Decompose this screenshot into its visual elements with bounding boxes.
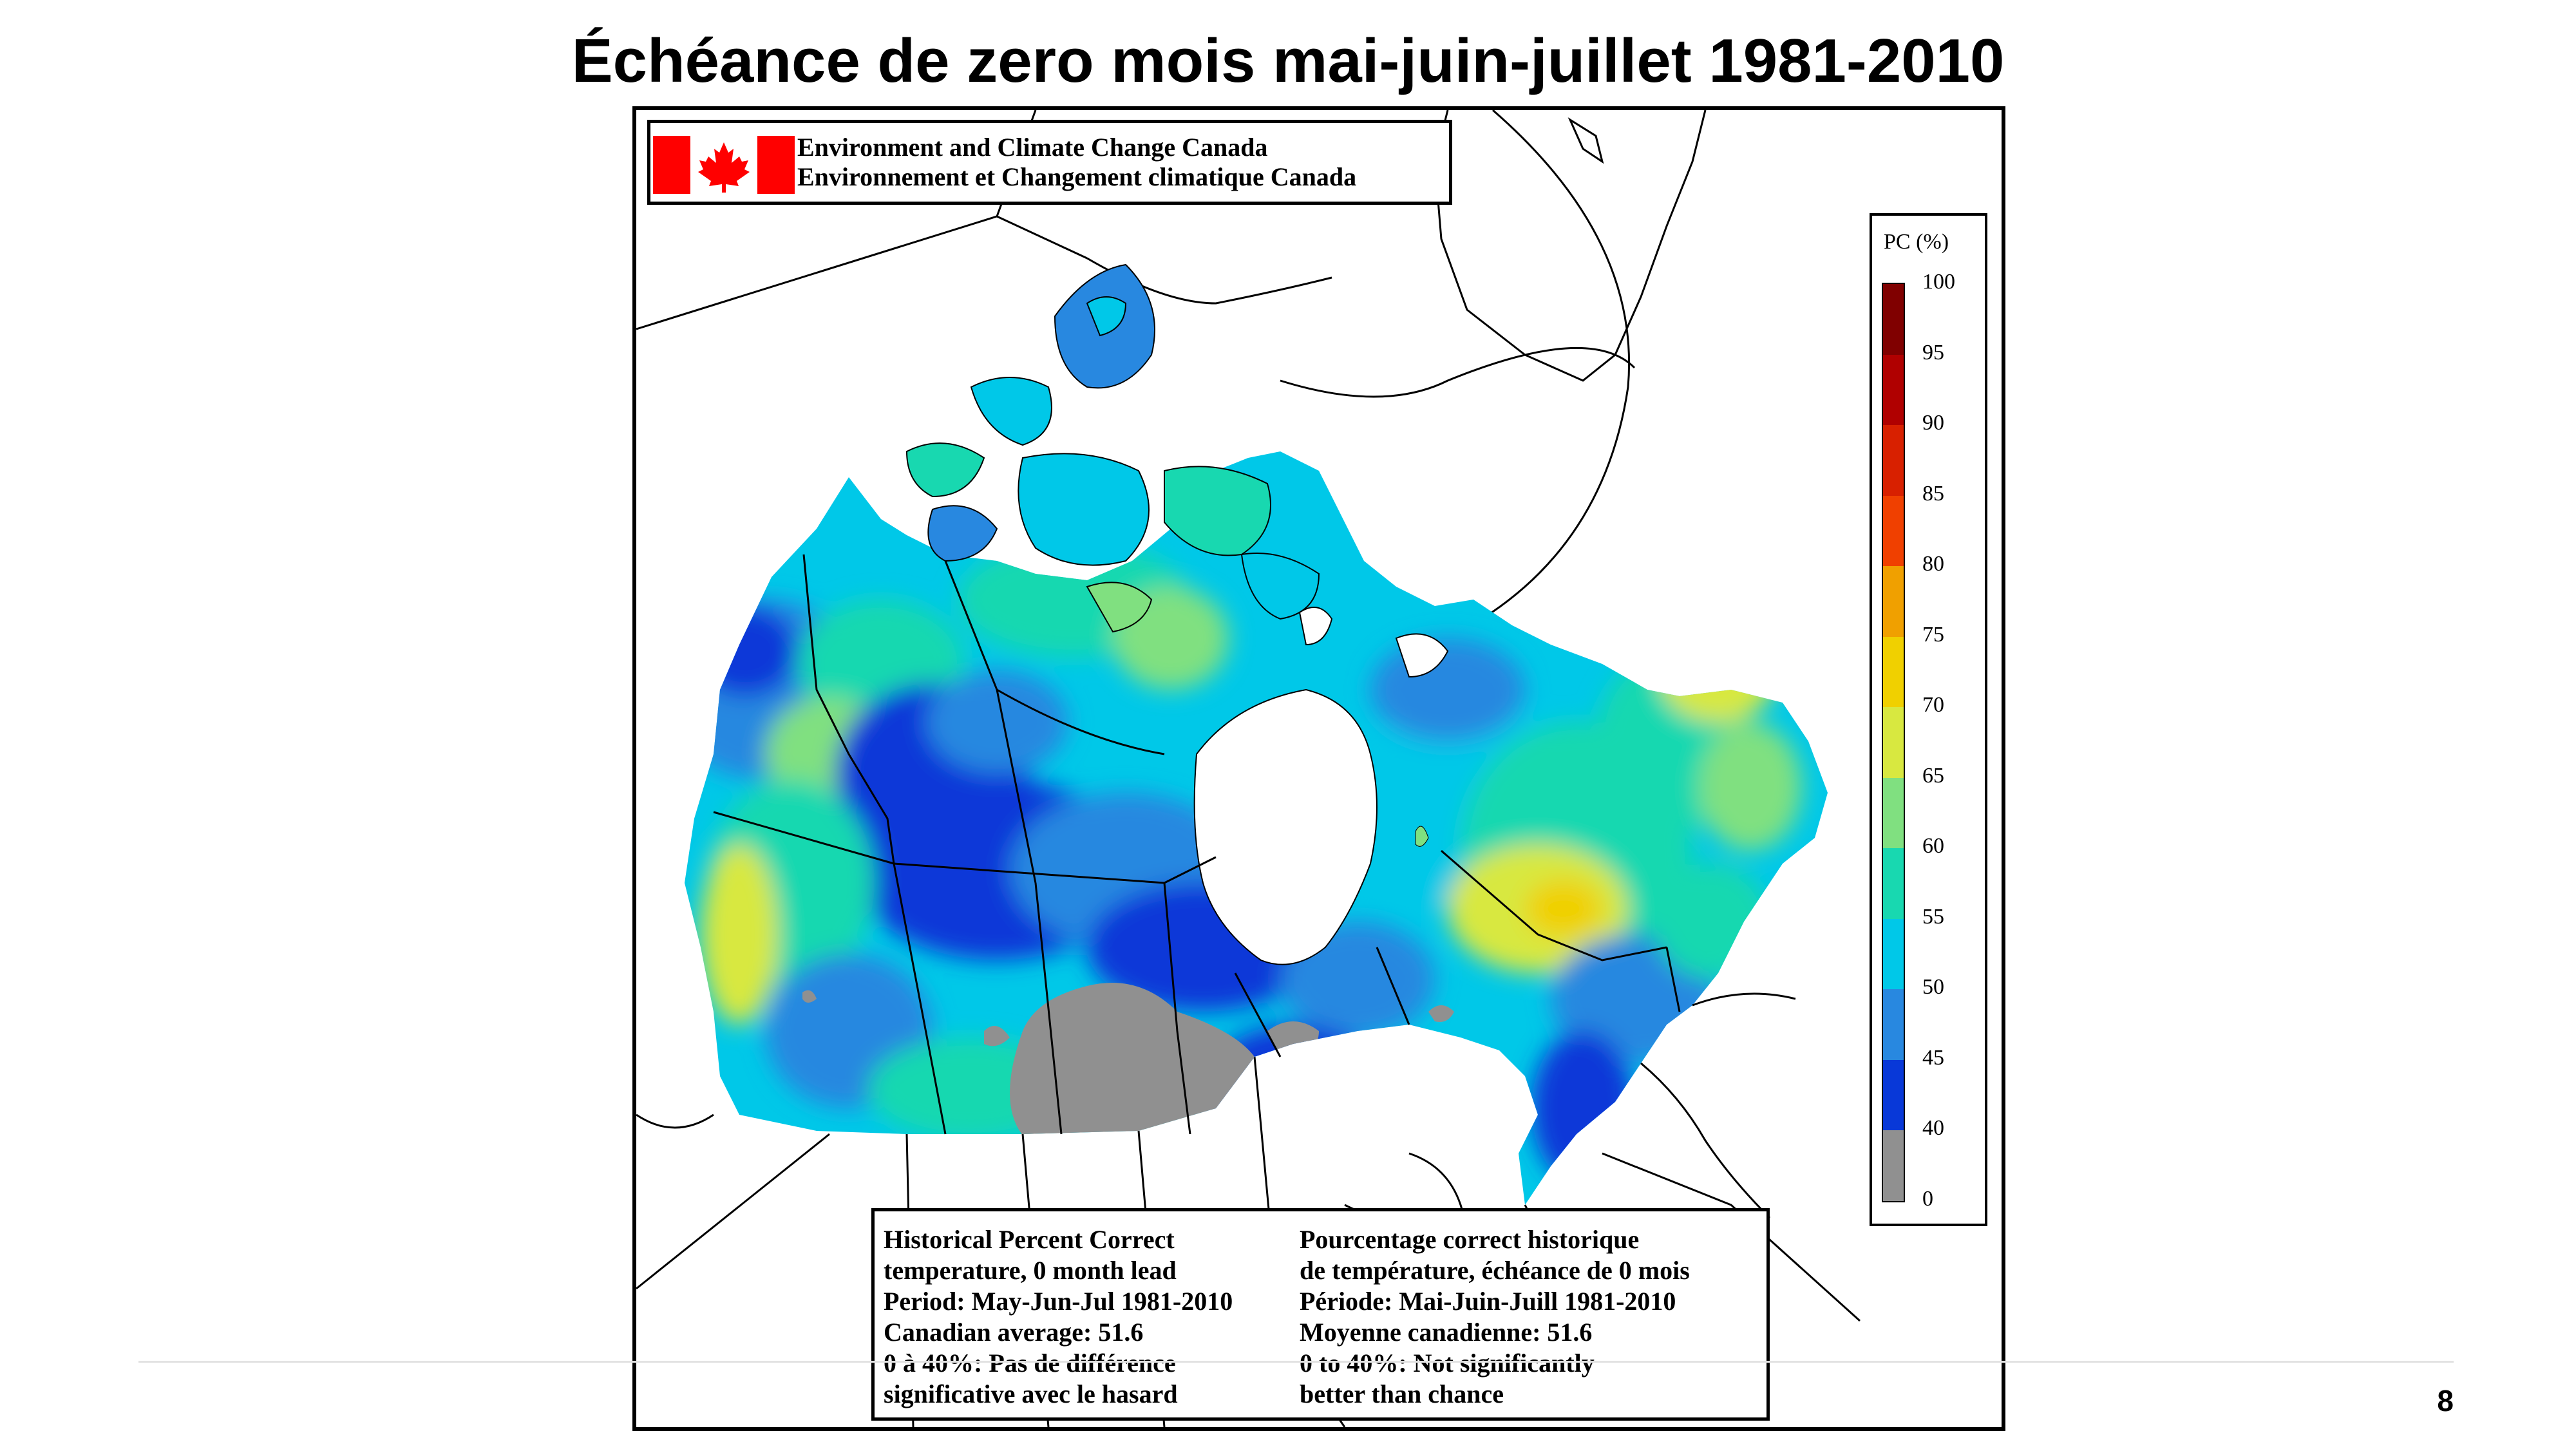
info-line: Pourcentage correct historique: [1300, 1225, 1640, 1254]
info-line: Moyenne canadienne: 51.6: [1300, 1318, 1593, 1347]
legend-tick-label: 50: [1922, 975, 1944, 999]
legend-tick-label: 0: [1922, 1187, 1933, 1211]
info-line: better than chance: [1300, 1379, 1504, 1408]
legend-swatch: [1883, 989, 1904, 1060]
info-text-fr: Pourcentage correct historique de tempéra…: [1300, 1224, 1690, 1410]
legend-tick-label: 85: [1922, 481, 1944, 506]
footer-divider: [138, 1361, 2454, 1363]
legend-swatch: [1883, 918, 1904, 990]
legend-tick-label: 100: [1922, 270, 1955, 294]
info-line: Historical Percent Correct: [884, 1225, 1175, 1254]
non-significant-region: [1010, 983, 1272, 1135]
info-line: Canadian average: 51.6: [884, 1318, 1144, 1347]
info-line: Period: May-Jun-Jul 1981-2010: [884, 1287, 1233, 1316]
legend-tick-label: 60: [1922, 834, 1944, 858]
arctic-islands: [905, 263, 1320, 633]
info-line: significative avec le hasard: [884, 1379, 1178, 1408]
provincial-borders: [713, 554, 1681, 1135]
legend-swatch: [1883, 425, 1904, 496]
legend: PC (%) 100 95 90 85 80 75 70 65 60 55 50 45 40 0: [1870, 213, 1987, 1226]
legend-swatch: [1883, 1130, 1904, 1201]
info-line: 0 à 40%: Pas de différence: [884, 1349, 1176, 1378]
legend-tick-label: 45: [1922, 1045, 1944, 1070]
legend-swatch: [1883, 848, 1904, 919]
info-line: de température, échéance de 0 mois: [1300, 1256, 1690, 1285]
legend-tick-label: 40: [1922, 1116, 1944, 1141]
info-box: Historical Percent Correct temperature, 0…: [871, 1208, 1770, 1421]
legend-swatch: [1883, 636, 1904, 708]
agency-name-fr: Environnement et Changement climatique C…: [797, 162, 1357, 191]
slide-title: Échéance de zero mois mai-juin-juillet 1…: [571, 26, 2005, 95]
map-canvas: [636, 110, 1861, 1427]
legend-swatch: [1883, 1059, 1904, 1131]
legend-tick-label: 70: [1922, 693, 1944, 717]
legend-swatch: [1883, 284, 1904, 355]
legend-tick-label: 95: [1922, 340, 1944, 365]
legend-swatch: [1883, 566, 1904, 637]
legend-tick-label: 75: [1922, 622, 1944, 647]
legend-colorbar: [1882, 283, 1905, 1202]
greenland-island: [1567, 117, 1604, 164]
info-line: Période: Mai-Juin-Juill 1981-2010: [1300, 1287, 1676, 1316]
legend-swatch: [1883, 777, 1904, 849]
greenland-outline: [1434, 110, 1707, 382]
legend-tick-label: 65: [1922, 763, 1944, 788]
legend-tick-label: 90: [1922, 411, 1944, 435]
page-number: 8: [2437, 1384, 2454, 1417]
canada-flag-icon: [653, 136, 795, 194]
agency-name-en: Environment and Climate Change Canada: [797, 133, 1268, 162]
hudson-bay: [1193, 688, 1378, 965]
agency-logo-box: Environment and Climate Change Canada En…: [647, 120, 1452, 205]
legend-swatch: [1883, 354, 1904, 426]
info-line: 0 to 40%: Not significantly: [1300, 1349, 1595, 1378]
info-line: temperature, 0 month lead: [884, 1256, 1177, 1285]
legend-swatch: [1883, 707, 1904, 778]
forecast-skill-map: Environment and Climate Change Canada En…: [632, 106, 2005, 1431]
legend-swatch: [1883, 495, 1904, 567]
info-text-en: Historical Percent Correct temperature, 0…: [884, 1224, 1233, 1410]
legend-tick-label: 55: [1922, 904, 1944, 929]
legend-tick-label: 80: [1922, 552, 1944, 576]
legend-title: PC (%): [1884, 230, 1949, 254]
